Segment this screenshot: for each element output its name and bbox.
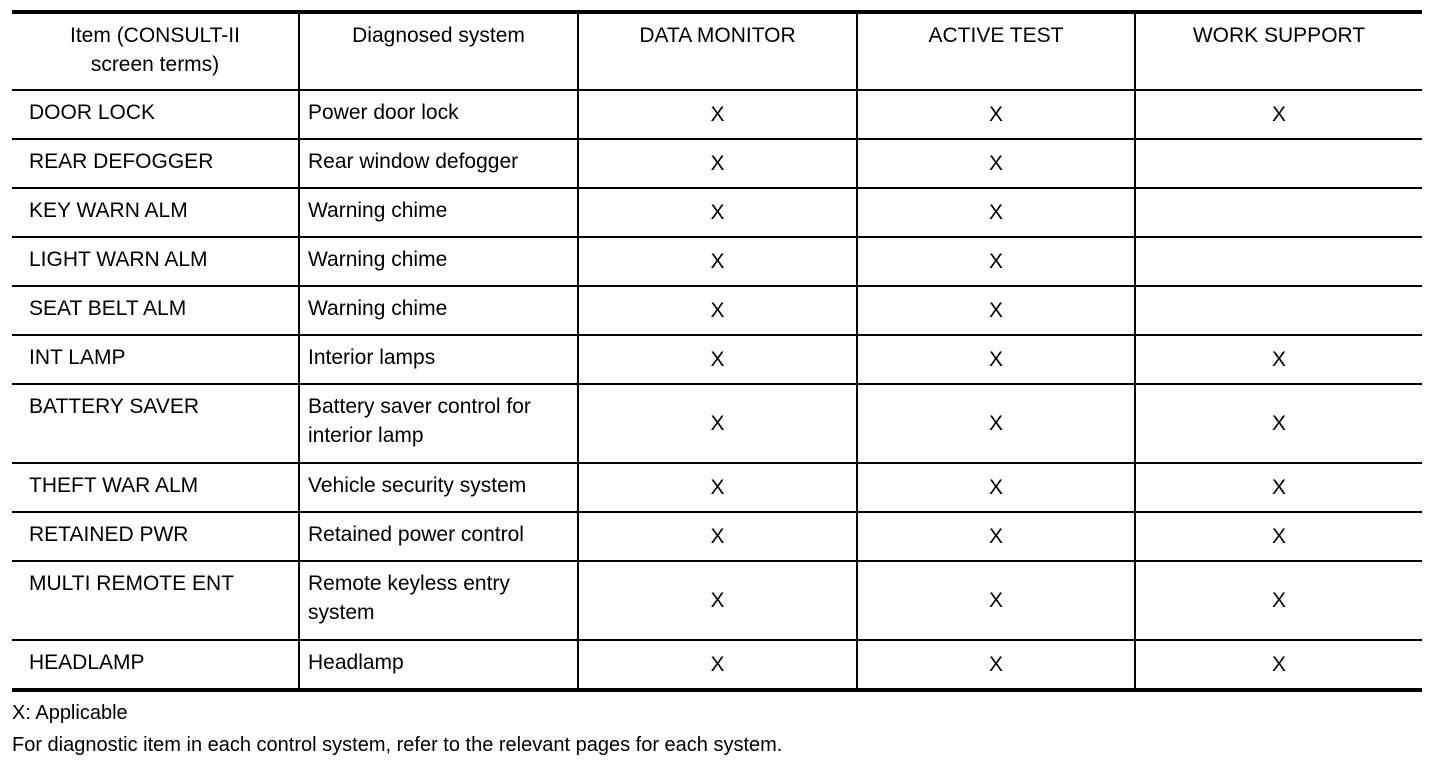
data-monitor-cell: X (577, 640, 857, 691)
active-test-cell: X (856, 237, 1135, 287)
system-cell: Remote keyless entry system (298, 561, 578, 641)
item-cell: LIGHT WARN ALM (12, 237, 299, 287)
table-row: MULTI REMOTE ENT Remote keyless entry sys… (12, 561, 1422, 641)
active-test-cell: X (856, 561, 1135, 641)
item-cell: HEADLAMP (12, 640, 299, 691)
work-support-cell (1134, 286, 1422, 336)
table-row: HEADLAMP Headlamp X X X (12, 640, 1422, 691)
header-work-support: WORK SUPPORT (1134, 12, 1422, 91)
active-test-cell: X (856, 188, 1135, 238)
consult-items-table: Item (CONSULT-II screen terms) Diagnosed… (12, 10, 1422, 692)
active-test-cell: X (856, 384, 1135, 464)
system-cell: Warning chime (298, 237, 578, 287)
legend-note: X: Applicable (12, 702, 128, 724)
active-test-cell: X (856, 90, 1135, 140)
system-cell: Vehicle security system (298, 463, 578, 513)
work-support-cell: X (1134, 512, 1422, 562)
data-monitor-cell: X (577, 561, 857, 641)
header-active-test: ACTIVE TEST (856, 12, 1135, 91)
table-row: DOOR LOCK Power door lock X X X (12, 90, 1422, 140)
item-cell: BATTERY SAVER (12, 384, 299, 464)
data-monitor-cell: X (577, 463, 857, 513)
item-cell: RETAINED PWR (12, 512, 299, 562)
table-row: KEY WARN ALM Warning chime X X (12, 188, 1422, 238)
item-cell: SEAT BELT ALM (12, 286, 299, 336)
item-cell: KEY WARN ALM (12, 188, 299, 238)
system-cell: Rear window defogger (298, 139, 578, 189)
reference-note: For diagnostic item in each control syst… (12, 734, 783, 756)
header-data-monitor: DATA MONITOR (577, 12, 857, 91)
data-monitor-cell: X (577, 286, 857, 336)
header-diagnosed-system: Diagnosed system (298, 12, 578, 91)
data-monitor-cell: X (577, 90, 857, 140)
active-test-cell: X (856, 139, 1135, 189)
item-cell: REAR DEFOGGER (12, 139, 299, 189)
system-cell: Interior lamps (298, 335, 578, 385)
header-row: Item (CONSULT-II screen terms) Diagnosed… (12, 12, 1422, 91)
work-support-cell (1134, 188, 1422, 238)
work-support-cell: X (1134, 463, 1422, 513)
active-test-cell: X (856, 463, 1135, 513)
active-test-cell: X (856, 335, 1135, 385)
system-cell: Warning chime (298, 188, 578, 238)
system-cell: Headlamp (298, 640, 578, 691)
item-cell: DOOR LOCK (12, 90, 299, 140)
active-test-cell: X (856, 286, 1135, 336)
data-monitor-cell: X (577, 335, 857, 385)
table-row: RETAINED PWR Retained power control X X X (12, 512, 1422, 562)
system-cell: Retained power control (298, 512, 578, 562)
data-monitor-cell: X (577, 237, 857, 287)
work-support-cell (1134, 237, 1422, 287)
table-row: BATTERY SAVER Battery saver control for i… (12, 384, 1422, 464)
system-cell: Battery saver control for interior lamp (298, 384, 578, 464)
data-monitor-cell: X (577, 384, 857, 464)
item-cell: INT LAMP (12, 335, 299, 385)
work-support-cell: X (1134, 90, 1422, 140)
data-monitor-cell: X (577, 512, 857, 562)
item-cell: THEFT WAR ALM (12, 463, 299, 513)
system-cell: Power door lock (298, 90, 578, 140)
data-monitor-cell: X (577, 139, 857, 189)
active-test-cell: X (856, 640, 1135, 691)
header-item: Item (CONSULT-II screen terms) (12, 12, 299, 91)
system-cell: Warning chime (298, 286, 578, 336)
table-row: SEAT BELT ALM Warning chime X X (12, 286, 1422, 336)
item-cell: MULTI REMOTE ENT (12, 561, 299, 641)
table-row: LIGHT WARN ALM Warning chime X X (12, 237, 1422, 287)
work-support-cell (1134, 139, 1422, 189)
table-row: THEFT WAR ALM Vehicle security system X X X (12, 463, 1422, 513)
work-support-cell: X (1134, 640, 1422, 691)
table-row: INT LAMP Interior lamps X X X (12, 335, 1422, 385)
active-test-cell: X (856, 512, 1135, 562)
data-monitor-cell: X (577, 188, 857, 238)
table-row: REAR DEFOGGER Rear window defogger X X (12, 139, 1422, 189)
work-support-cell: X (1134, 561, 1422, 641)
work-support-cell: X (1134, 335, 1422, 385)
work-support-cell: X (1134, 384, 1422, 464)
